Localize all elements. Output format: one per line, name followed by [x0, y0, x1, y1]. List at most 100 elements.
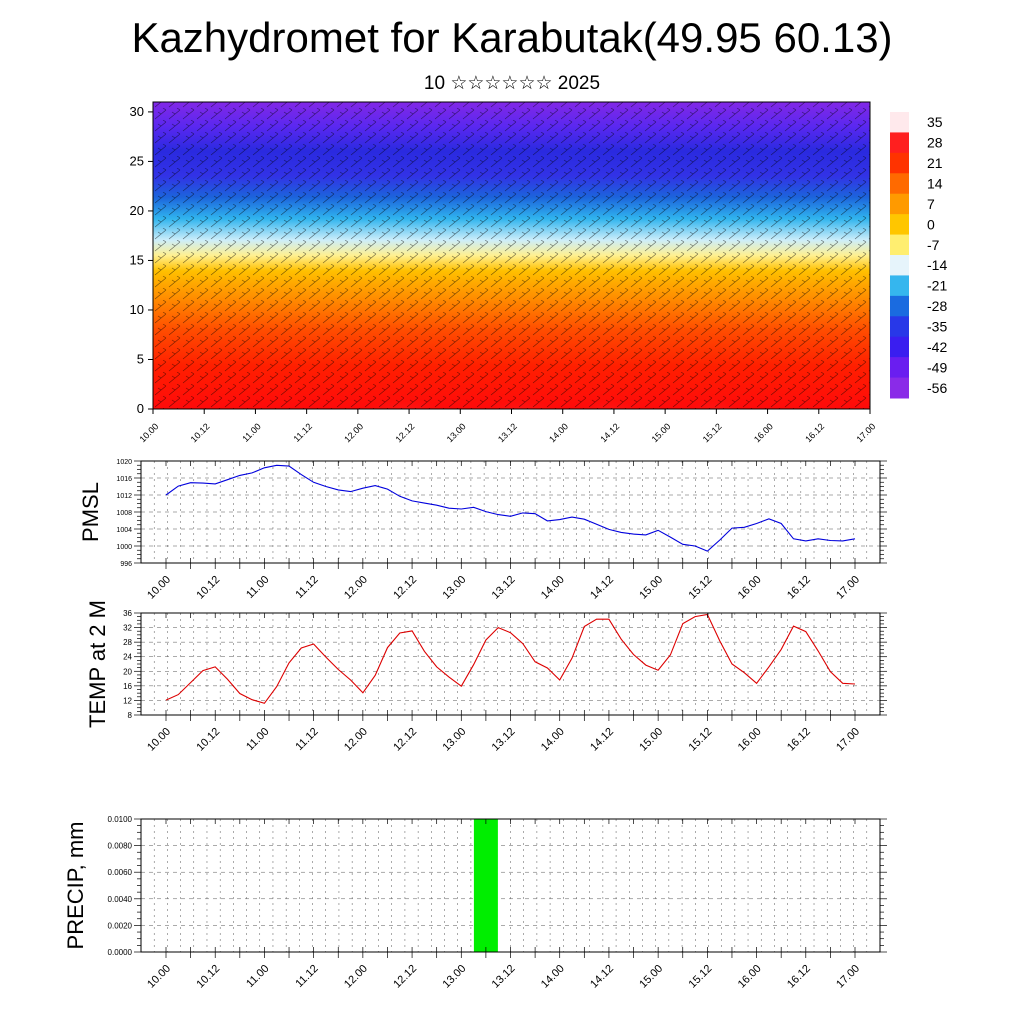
y-tick-label: 12: [123, 696, 132, 705]
y-axis-label: PMSL: [78, 482, 103, 542]
colorbar-segment: [890, 275, 909, 297]
colorbar-label: 14: [927, 176, 943, 192]
y-tick-label: 0.0020: [108, 921, 133, 930]
colorbar-segment: [890, 295, 909, 317]
colorbar-label: -28: [927, 298, 947, 314]
x-tick-label: 15.12: [687, 726, 715, 754]
y-tick-label: 0.0000: [108, 948, 133, 957]
precip-panel: 0.0000 0.0020 0.0040 0.0060 0.0080 0.0100 10.0…: [63, 815, 887, 991]
x-tick-label: 10.00: [145, 574, 173, 602]
x-tick-label: 12.12: [393, 421, 416, 444]
colorbar-label: -14: [927, 257, 947, 273]
x-tick-label: 16.00: [736, 963, 764, 991]
x-tick-label: 17.00: [834, 574, 862, 602]
x-tick-label: 15.00: [637, 574, 665, 602]
y-tick-label: 1004: [116, 527, 132, 534]
x-tick-label: 10.12: [189, 421, 212, 444]
y-tick-label: 5: [137, 351, 144, 366]
x-tick-label: 13.12: [490, 726, 518, 754]
colorbar-segment: [890, 173, 909, 195]
x-tick-label: 15.00: [637, 963, 665, 991]
x-tick-label: 11.00: [244, 574, 271, 601]
x-tick-label: 14.12: [588, 574, 616, 602]
x-tick-label: 15.00: [650, 421, 673, 444]
x-tick-label: 16.00: [736, 726, 764, 754]
x-tick-label: 14.00: [539, 574, 567, 602]
colorbar-segment: [890, 336, 909, 358]
colorbar-label: 21: [927, 155, 943, 171]
colorbar-label: -56: [927, 380, 947, 396]
colorbar-segment: [890, 357, 909, 379]
colorbar-label: -42: [927, 339, 947, 355]
colorbar: 35 28 21 14 7 0 -7 -14 -21 -28 -35 -42 -49 -56: [890, 112, 947, 399]
pmsl-panel: 996 1000 1004 1008 1012 1016 1020 10.00 10.12 11.…: [78, 459, 887, 602]
y-tick-label: 1020: [116, 459, 132, 466]
y-tick-label: 20: [130, 203, 144, 218]
x-tick-label: 14.00: [539, 963, 567, 991]
x-tick-label: 10.00: [145, 726, 173, 754]
wind-barbs: [153, 102, 870, 409]
y-tick-label: 1012: [116, 493, 132, 500]
y-tick-label: 20: [123, 667, 132, 676]
colorbar-segment: [890, 152, 909, 174]
x-tick-label: 10.12: [194, 963, 222, 991]
y-tick-label: 1000: [116, 544, 132, 551]
x-tick-label: 16.12: [785, 726, 813, 754]
y-axis-label: TEMP at 2 M: [85, 600, 110, 728]
colorbar-label: 0: [927, 216, 935, 232]
colorbar-label: -21: [927, 278, 947, 294]
colorbar-label: -35: [927, 319, 947, 335]
x-tick-label: 16.12: [785, 963, 813, 991]
x-tick-label: 16.12: [785, 574, 813, 602]
colorbar-segment: [890, 234, 909, 256]
colorbar-segment: [890, 112, 909, 133]
x-tick-label: 11.12: [293, 574, 320, 601]
x-tick-label: 13.12: [490, 574, 518, 602]
y-tick-label: 10: [130, 302, 144, 317]
x-tick-label: 11.12: [293, 963, 320, 990]
colorbar-segment: [890, 214, 909, 236]
y-tick-label: 0: [137, 401, 144, 416]
x-tick-label: 13.00: [440, 963, 468, 991]
colorbar-segment: [890, 316, 909, 338]
temp-panel: 8 12 16 20 24 28 32 36 10.00 10.12 11.00 11.12 12.00…: [85, 600, 887, 754]
x-tick-label: 16.00: [752, 421, 775, 444]
x-tick-label: 12.00: [342, 963, 370, 991]
x-tick-label: 12.12: [391, 963, 419, 991]
x-tick-label: 12.00: [342, 574, 370, 602]
colorbar-label: -49: [927, 359, 947, 375]
x-tick-label: 11.12: [292, 421, 315, 444]
y-tick-label: 0.0040: [108, 895, 133, 904]
x-tick-label: 10.12: [194, 574, 222, 602]
x-tick-label: 12.00: [342, 421, 365, 444]
y-tick-label: 36: [123, 609, 132, 618]
x-tick-label: 15.12: [701, 421, 724, 444]
colorbar-segment: [890, 255, 909, 276]
y-tick-label: 0.0060: [108, 868, 133, 877]
x-tick-label: 12.12: [391, 574, 419, 602]
x-tick-label: 10.00: [145, 963, 173, 991]
x-tick-label: 11.00: [240, 421, 263, 444]
y-tick-label: 8: [128, 711, 133, 720]
x-tick-label: 14.12: [598, 421, 621, 444]
x-tick-label: 13.12: [490, 963, 518, 991]
y-tick-label: 32: [123, 624, 132, 633]
grid: [140, 818, 881, 953]
y-tick-label: 30: [130, 104, 144, 119]
x-tick-label: 14.00: [539, 726, 567, 754]
x-tick-label: 11.00: [244, 726, 271, 753]
x-tick-label: 10.00: [137, 421, 160, 444]
x-tick-label: 10.12: [194, 726, 222, 754]
y-tick-label: 24: [123, 653, 132, 662]
y-tick-label: 1016: [116, 476, 132, 483]
y-tick-label: 0.0080: [108, 842, 133, 851]
series-points: [165, 465, 856, 552]
colorbar-label: 28: [927, 135, 943, 151]
colorbar-label: 35: [927, 114, 943, 130]
y-axis-label: PRECIP, mm: [63, 822, 88, 950]
colorbar-label: 7: [927, 196, 935, 212]
cross-section-panel: 0 5 10 15 20 25 30 10.00 10.12 11.00 11.12 12.00 12.…: [130, 101, 877, 444]
x-tick-label: 16.00: [736, 574, 764, 602]
colorbar-segment: [890, 193, 909, 215]
x-tick-label: 17.00: [854, 421, 877, 444]
